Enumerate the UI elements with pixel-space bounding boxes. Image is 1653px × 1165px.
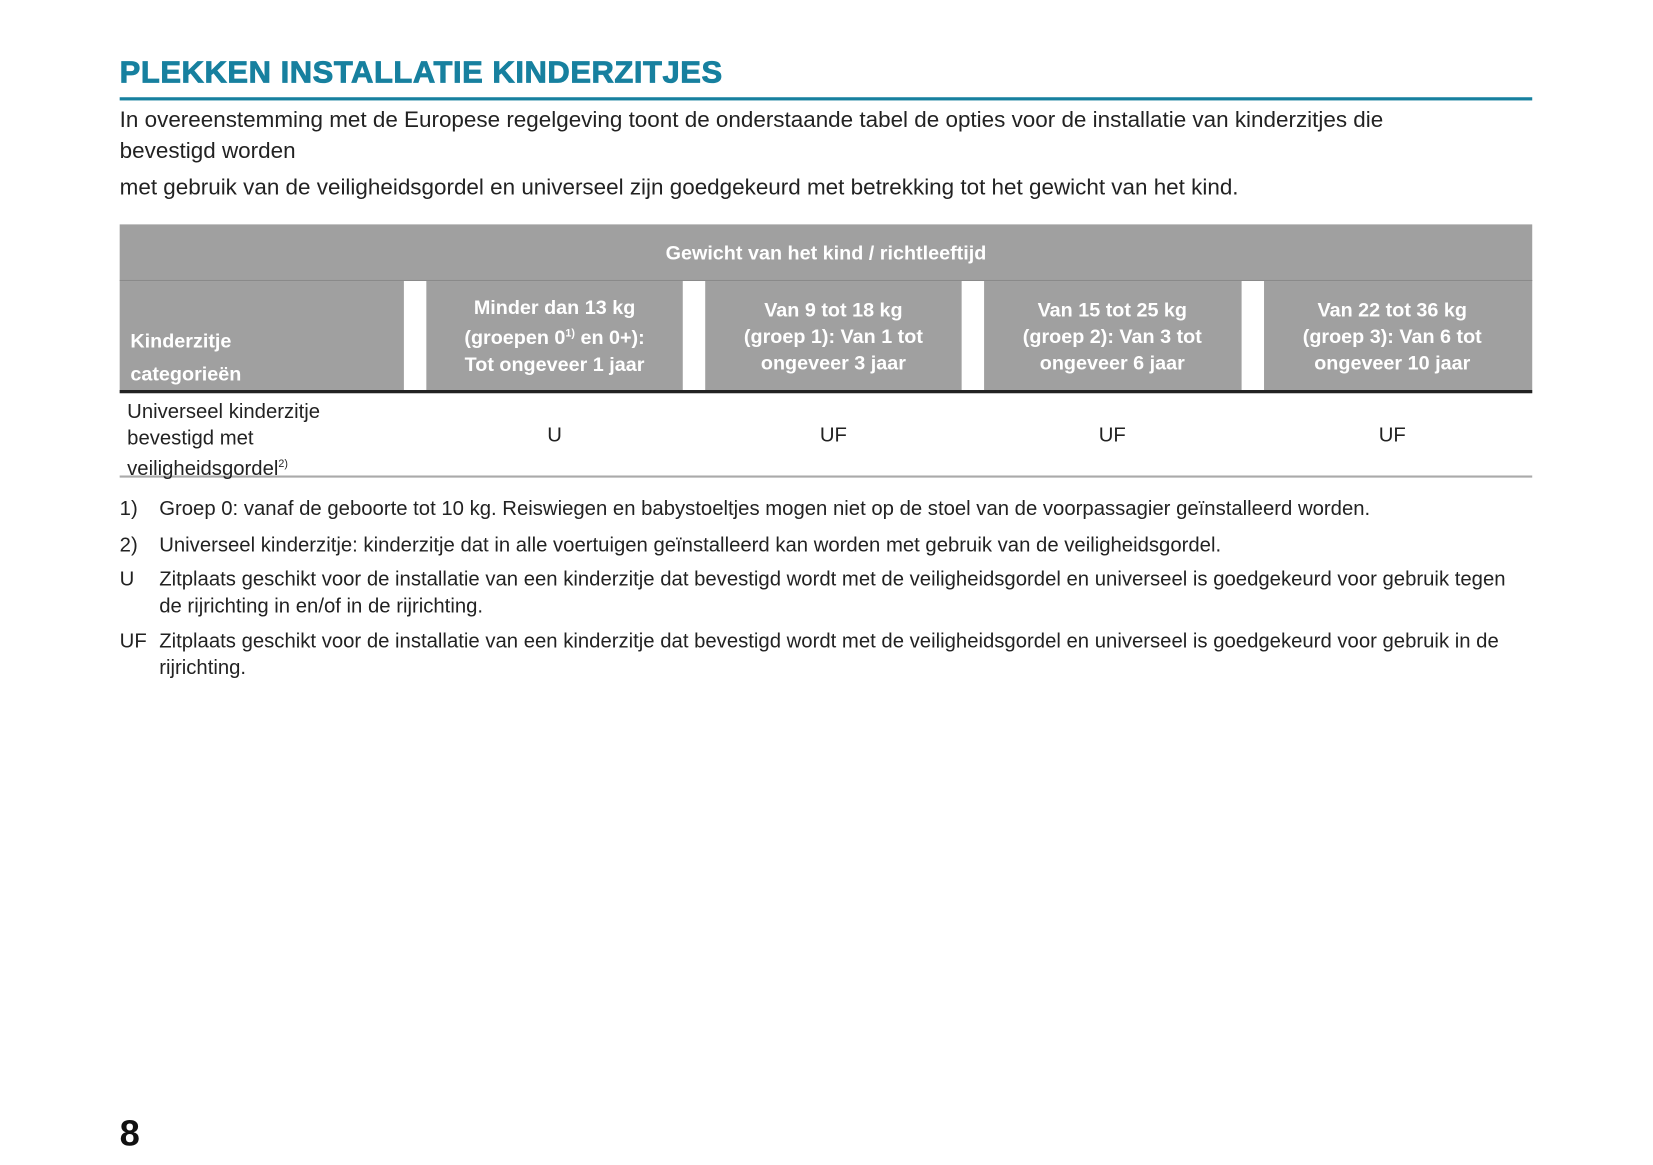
header-line: Minder dan 13 kg [473, 295, 636, 319]
header-group-1: Van 9 tot 18 kg (groep 1): Van 1 tot ong… [705, 281, 961, 390]
header-line: (groep 2): Van 3 tot [1022, 324, 1202, 347]
footnote: UF Zitplaats geschikt voor de installatie… [120, 628, 1530, 681]
footnote-text: Universeel kinderzitje: kinderzitje dat … [159, 534, 1222, 557]
footnote-key: U [119, 568, 135, 591]
intro-line: met gebruik van de veiligheidsgordel en … [119, 175, 1239, 200]
header-group-0: Minder dan 13 kg (groepen 01) en 0+): To… [426, 281, 682, 390]
footnote: 1) Groep 0: vanaf de geboorte tot 10 kg. … [120, 496, 1530, 523]
footnote-key: 1) [119, 497, 138, 521]
header-category-line: Kinderzitje [130, 329, 232, 352]
header-category-line: categorieën [130, 362, 242, 385]
footnote-ref: 1) [565, 327, 575, 340]
header-line: (groep 1): Van 1 tot [743, 324, 923, 347]
row-label-text: veiligheidsgordel [127, 457, 279, 481]
column-separator [403, 281, 427, 391]
page-number: 8 [119, 1113, 140, 1154]
title-underline [119, 97, 1533, 101]
header-line: Tot ongeveer 1 jaar [464, 352, 645, 376]
footnote-key: 2) [119, 534, 138, 557]
footnote-text: Groep 0: vanaf de geboorte tot 10 kg. Re… [159, 497, 1371, 521]
header-line: ongeveer 10 jaar [1314, 351, 1471, 374]
column-separator [1241, 281, 1265, 391]
table-cell: UF [1378, 424, 1406, 447]
header-line: (groep 3): Van 6 tot [1302, 324, 1482, 347]
page-title: PLEKKEN INSTALLATIE KINDERZITJES [119, 55, 723, 90]
header-line: Van 9 tot 18 kg [764, 297, 903, 321]
header-weight: Gewicht van het kind / richtleeftijd [119, 224, 1533, 282]
table-cell: U [547, 424, 562, 447]
footnote-text: Zitplaats geschikt voor de installatie v… [159, 568, 1506, 618]
footnote: 2) Universeel kinderzitje: kinderzitje da… [120, 532, 1530, 559]
header-category: Kinderzitje categorieën [130, 324, 241, 390]
footnote: U Zitplaats geschikt voor de installatie … [120, 566, 1530, 619]
header-line: ongeveer 3 jaar [760, 351, 906, 374]
footnote-ref: 2) [278, 458, 288, 471]
intro-line: bevestigd worden [119, 138, 296, 164]
table-cell: UF [819, 424, 847, 447]
header-line: ongeveer 6 jaar [1039, 351, 1185, 374]
column-separator [961, 281, 985, 391]
footnote-key: UF [119, 630, 147, 653]
column-separator [682, 281, 706, 391]
header-row: Kinderzitje categorieën Minder dan 13 kg… [119, 281, 1533, 394]
row-label-line: veiligheidsgordel2) [127, 452, 320, 483]
row-label-line: bevestigd met [127, 426, 254, 450]
header-group-3: Van 22 tot 36 kg (groep 3): Van 6 tot on… [1264, 281, 1520, 390]
intro-line: In overeenstemming met de Europese regel… [119, 107, 1384, 133]
row-label: Universeel kinderzitje bevestigd met vei… [127, 400, 320, 483]
header-line: Van 15 tot 25 kg [1037, 297, 1188, 321]
header-line: (groepen 01) en 0+): [464, 320, 644, 350]
table-row: Universeel kinderzitje bevestigd met vei… [119, 393, 1533, 480]
header-group-2: Van 15 tot 25 kg (groep 2): Van 3 tot on… [984, 281, 1240, 390]
header-line: Van 22 tot 36 kg [1317, 297, 1467, 321]
table-cell: UF [1098, 424, 1126, 447]
header-text: en 0+): [574, 325, 645, 349]
row-label-line: Universeel kinderzitje [127, 400, 321, 424]
header-text: (groepen 0 [464, 325, 566, 349]
footnote-text: Zitplaats geschikt voor de installatie v… [159, 630, 1499, 680]
